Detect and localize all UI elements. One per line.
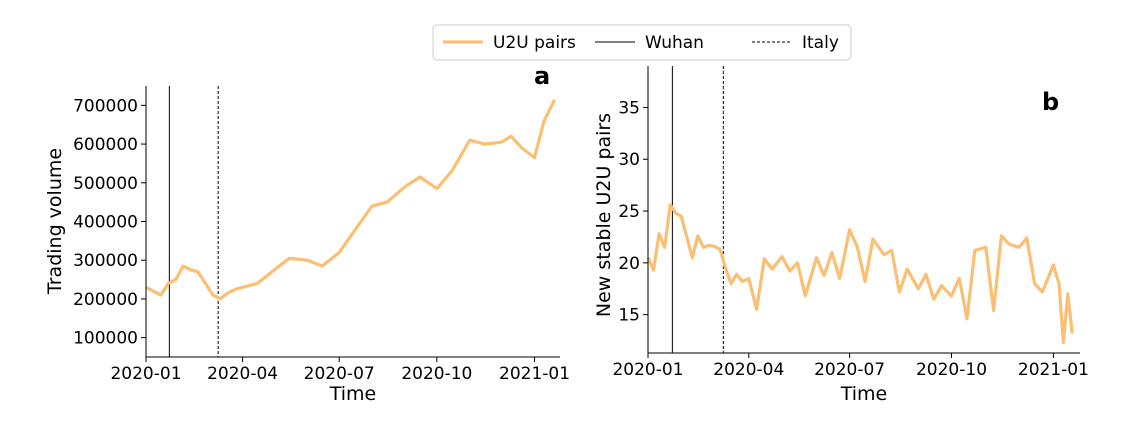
y-tick-label: 35	[618, 98, 640, 118]
y-tick-label: 30	[618, 150, 640, 170]
y-tick-label: 25	[618, 202, 640, 222]
legend-label-italy: Italy	[802, 33, 839, 53]
y-tick-label: 700000	[73, 96, 138, 116]
x-ticks-b: 2020-01 2020-04 2020-07 2020-10 2021-01	[612, 353, 1089, 380]
x-tick-label: 2020-01	[110, 364, 181, 384]
y-ticks-a: 100000 200000 300000 400000 500000 600000 7000…	[73, 96, 146, 349]
series-line-u2u-pairs-a	[145, 98, 557, 301]
x-tick-label: 2020-04	[207, 364, 278, 384]
legend: U2U pairs Wuhan Italy	[432, 24, 852, 61]
panel-a-trading-volume: 100000 200000 300000 400000 500000 600000 7000…	[44, 62, 570, 405]
y-tick-label: 100000	[73, 329, 138, 349]
legend-label-u2u-pairs: U2U pairs	[493, 33, 576, 53]
legend-box	[432, 24, 852, 61]
event-lines-a	[168, 86, 219, 357]
x-tick-label: 2021-01	[1018, 360, 1089, 380]
x-tick-label: 2020-07	[814, 360, 885, 380]
x-tick-label: 2020-10	[401, 364, 472, 384]
panel-label-b: b	[1042, 88, 1059, 116]
x-tick-label: 2021-01	[499, 364, 570, 384]
x-ticks-a: 2020-01 2020-04 2020-07 2020-10 2021-01	[110, 357, 570, 384]
x-tick-label: 2020-10	[916, 360, 987, 380]
x-tick-label: 2020-07	[304, 364, 375, 384]
x-axis-label-a: Time	[329, 383, 377, 405]
event-lines-b	[671, 66, 724, 353]
legend-label-wuhan: Wuhan	[645, 33, 704, 53]
y-tick-label: 300000	[73, 251, 138, 271]
y-tick-label: 600000	[73, 135, 138, 155]
y-tick-label: 400000	[73, 213, 138, 233]
y-axis-label-b: New stable U2U pairs	[593, 113, 615, 317]
x-axis-label-b: Time	[840, 383, 888, 405]
y-axis-label-a: Trading volume	[44, 148, 66, 295]
x-tick-label: 2020-04	[713, 360, 784, 380]
y-ticks-b: 15 20 25 30 35	[618, 98, 648, 326]
panel-label-a: a	[534, 62, 550, 90]
y-tick-label: 500000	[73, 174, 138, 194]
x-tick-label: 2020-01	[612, 360, 683, 380]
y-tick-label: 15	[618, 306, 640, 326]
series-line-u2u-pairs-b	[646, 203, 1074, 345]
y-tick-label: 20	[618, 254, 640, 274]
y-tick-label: 200000	[73, 290, 138, 310]
